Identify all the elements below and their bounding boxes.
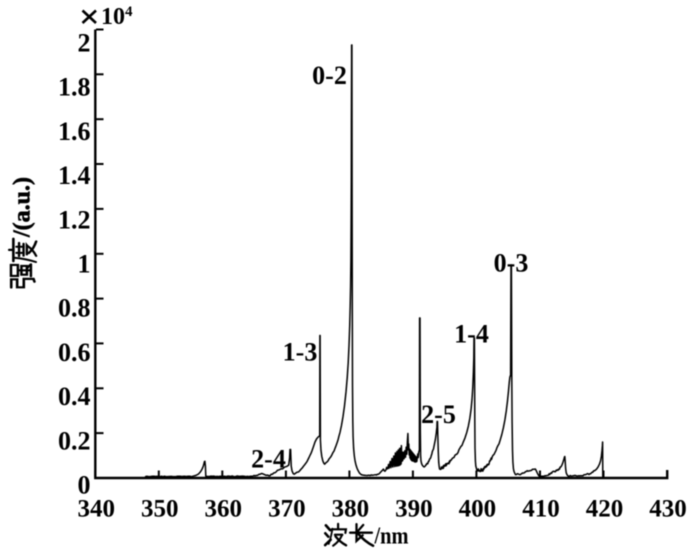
svg-text:1-4: 1-4 (454, 320, 489, 349)
svg-text:1.4: 1.4 (58, 161, 91, 190)
svg-text:0.6: 0.6 (58, 338, 91, 367)
svg-text:2: 2 (78, 28, 91, 57)
svg-text:1.2: 1.2 (58, 205, 91, 234)
svg-text:0: 0 (78, 471, 91, 500)
svg-text:1.6: 1.6 (58, 117, 91, 146)
svg-text:/(a.u.): /(a.u.) (10, 177, 36, 238)
svg-text:1.8: 1.8 (58, 73, 91, 102)
svg-text:2-4: 2-4 (251, 445, 286, 474)
svg-text:370: 370 (268, 496, 306, 523)
svg-text:/nm: /nm (374, 524, 409, 550)
svg-text:360: 360 (205, 496, 243, 523)
svg-text:1-3: 1-3 (283, 338, 318, 367)
svg-text:340: 340 (78, 496, 116, 523)
svg-text:0.2: 0.2 (58, 426, 91, 455)
svg-text:430: 430 (649, 496, 687, 523)
svg-text:350: 350 (141, 496, 179, 523)
svg-text:0.8: 0.8 (58, 294, 91, 323)
svg-text:380: 380 (332, 496, 370, 523)
svg-text:0.4: 0.4 (58, 382, 91, 411)
svg-text:2-5: 2-5 (421, 400, 456, 429)
svg-text:1: 1 (78, 250, 91, 279)
svg-text:420: 420 (586, 496, 624, 523)
svg-text:410: 410 (522, 496, 560, 523)
svg-text:0-2: 0-2 (312, 61, 347, 90)
svg-text:400: 400 (459, 496, 497, 523)
svg-text:0-3: 0-3 (494, 249, 529, 278)
svg-text:390: 390 (395, 496, 433, 523)
